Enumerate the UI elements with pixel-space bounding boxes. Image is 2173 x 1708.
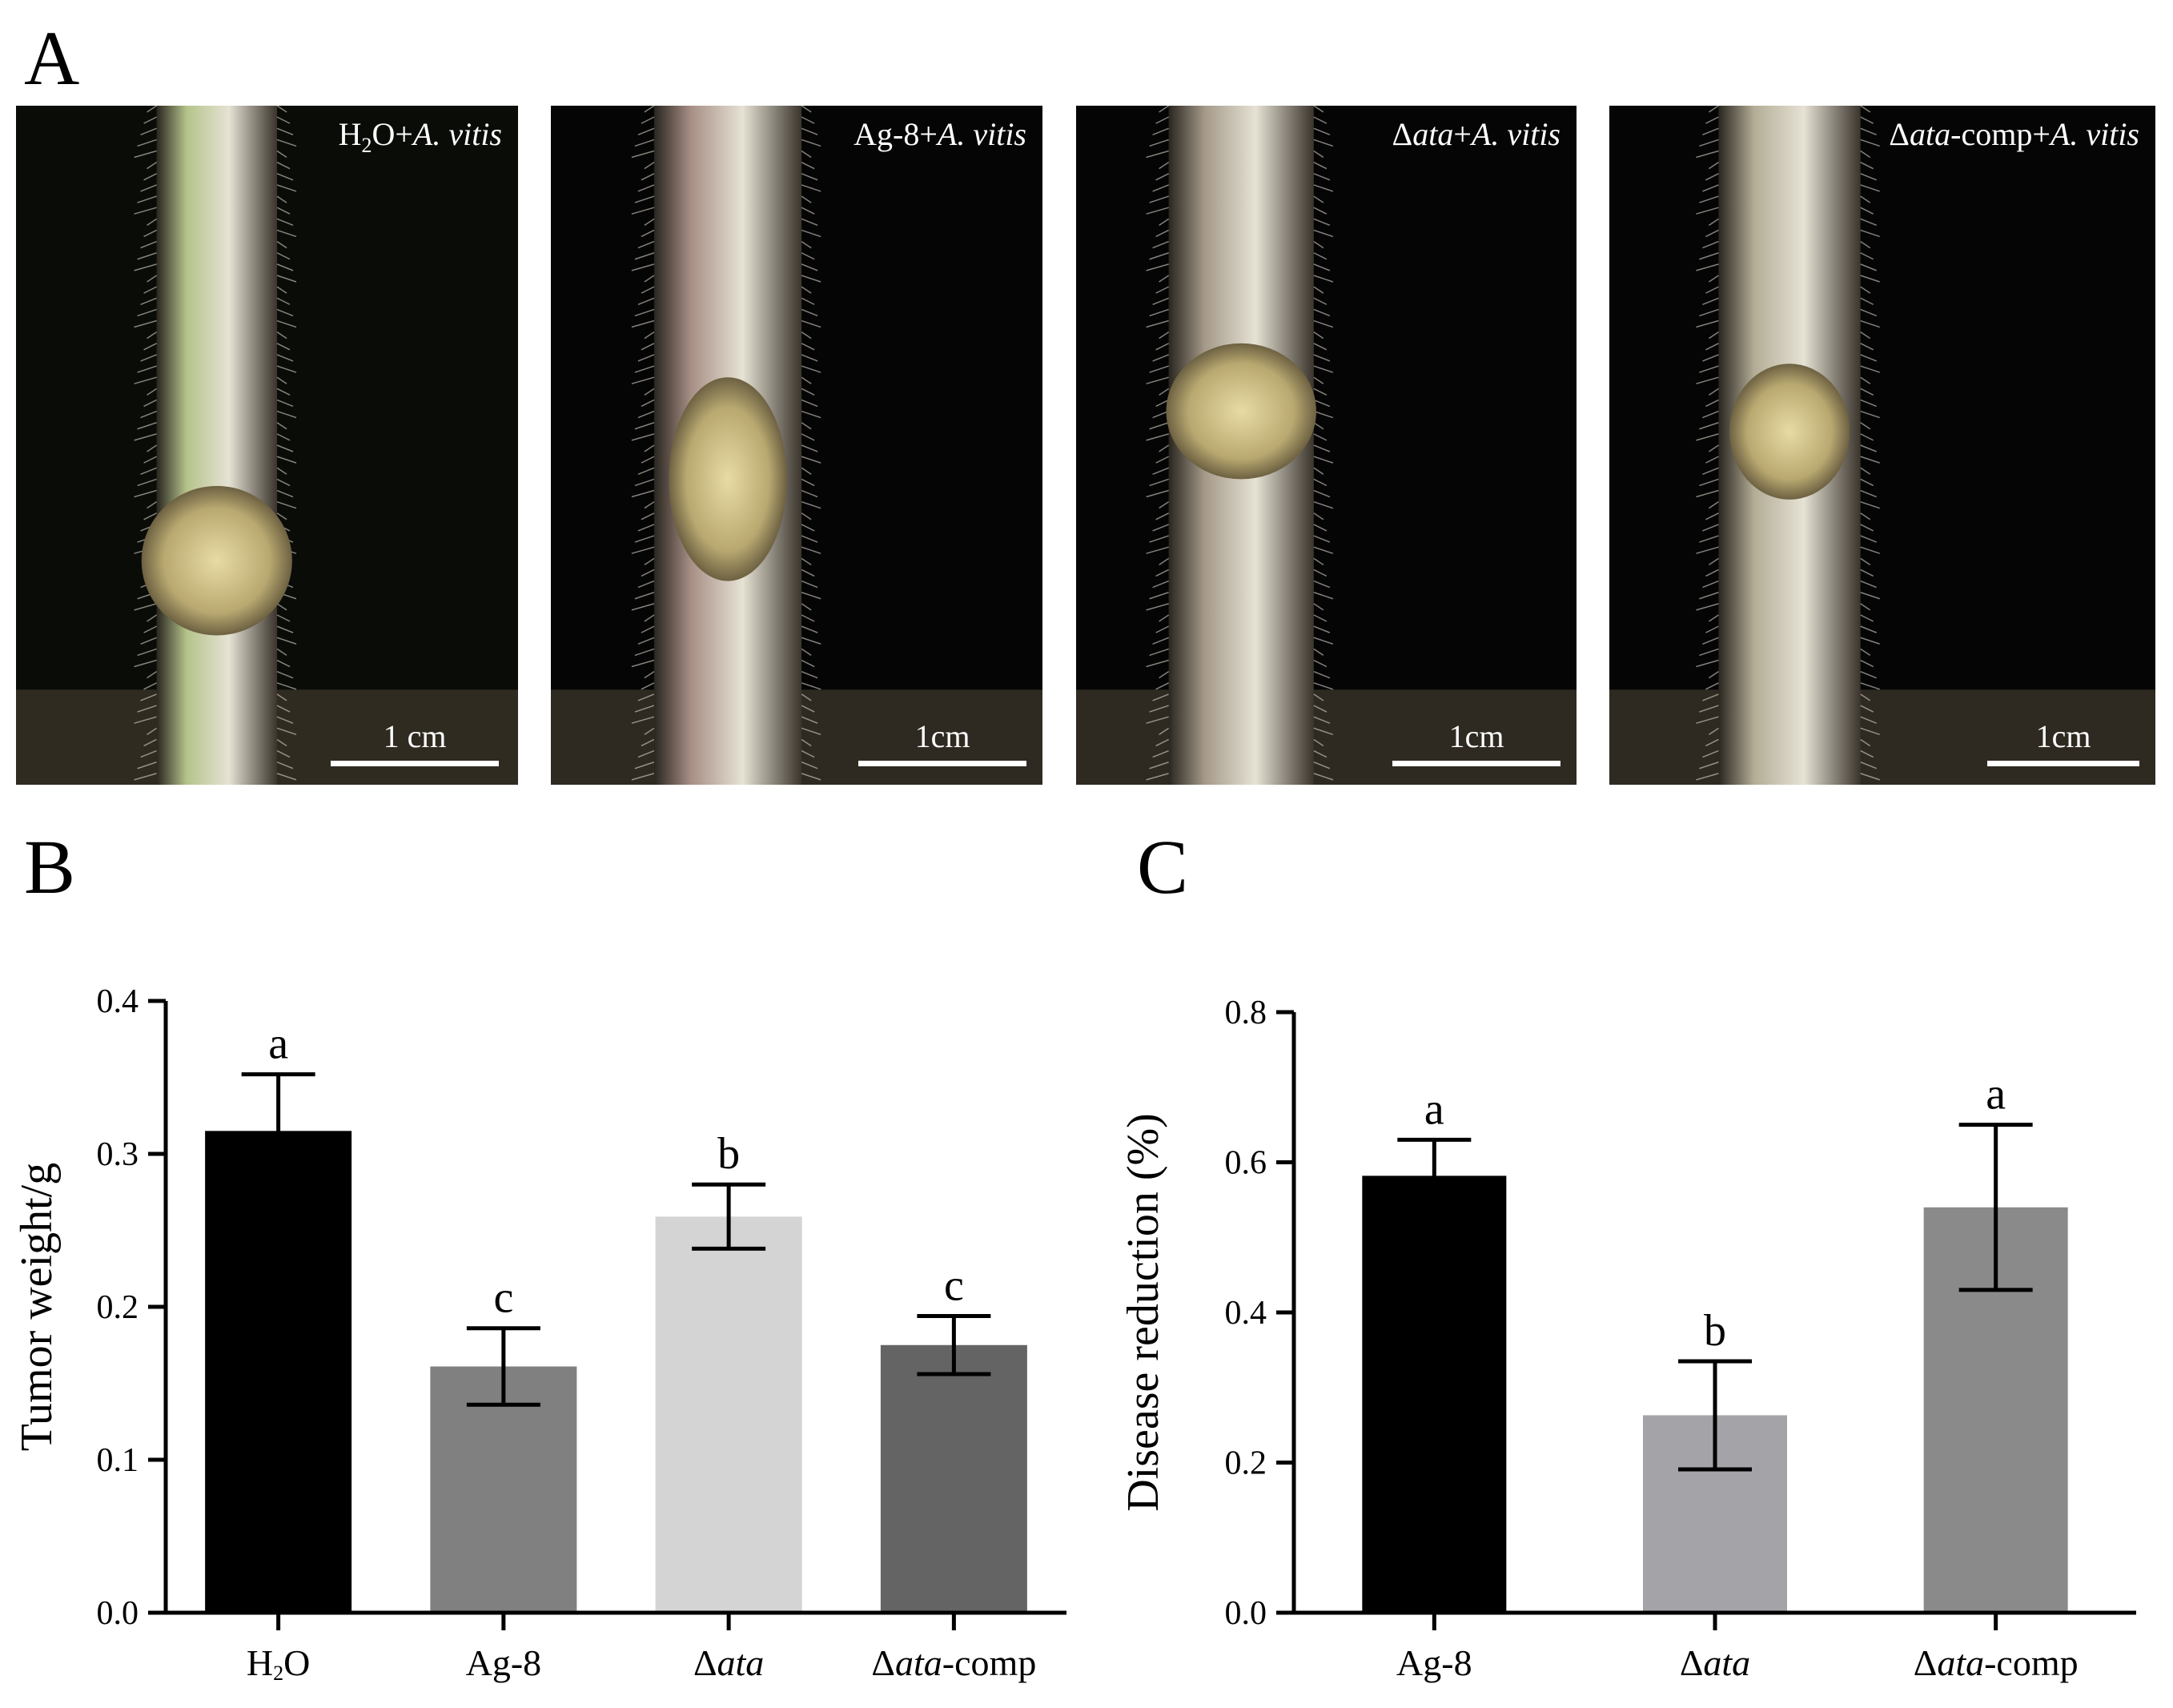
y-axis-label: Tumor weight/g (12, 1163, 62, 1451)
bar-Δata-comp (880, 1344, 1027, 1613)
significance-letter: b (717, 1129, 740, 1179)
bar-Δata (655, 1216, 802, 1613)
stem-illustration (16, 106, 518, 785)
stem-illustration (551, 106, 1042, 785)
scale-bar-label: 1cm (914, 718, 970, 754)
x-tick-label: Δata (693, 1642, 764, 1683)
significance-letter: a (268, 1019, 288, 1069)
bar-Ag-8 (1362, 1176, 1507, 1613)
error-bar-Δata (692, 1182, 766, 1251)
scale-bar-label: 1cm (2035, 718, 2091, 754)
significance-letter: c (944, 1260, 964, 1310)
chart-disease-reduction: a b a 0.0 0.2 0.4 0.6 0.8 Ag-8 Δata Δata-comp Disea… (1089, 945, 2173, 1704)
photo-treatment-label: H2O+A. vitis (338, 116, 502, 157)
photo-ag8: Ag-8+A. vitis 1cm (551, 106, 1042, 785)
panel-letter-b: B (24, 824, 76, 910)
error-bar-Ag-8 (466, 1326, 540, 1407)
significance-letter: c (493, 1273, 513, 1323)
y-tick-label: 0.2 (97, 1289, 139, 1326)
significance-letter: a (1986, 1070, 2006, 1119)
significance-letter: a (1424, 1084, 1444, 1134)
significance-letter: b (1704, 1306, 1726, 1356)
y-tick-label: 0.4 (97, 983, 139, 1020)
photo-h2o: H2O+A. vitis 1 cm (16, 106, 518, 785)
x-tick-label: Δata-comp (871, 1642, 1036, 1683)
scale-bar (331, 761, 499, 766)
photo-delta-ata: Δata+A. vitis 1cm (1076, 106, 1577, 785)
x-tick-label: Δata (1680, 1642, 1750, 1683)
error-bar-Ag-8 (1397, 1137, 1472, 1214)
y-tick-label: 0.1 (97, 1442, 139, 1479)
scale-bar (1987, 761, 2139, 766)
y-tick-label: 0.4 (1225, 1295, 1267, 1332)
y-tick-label: 0.0 (97, 1595, 139, 1632)
y-tick-label: 0.2 (1225, 1445, 1267, 1482)
photo-treatment-label: Δata-comp+A. vitis (1889, 116, 2139, 152)
error-bar-H₂O (241, 1072, 315, 1190)
y-tick-label: 0.8 (1225, 995, 1267, 1031)
bar-H₂O (205, 1131, 352, 1613)
x-tick-label: H2O (247, 1642, 310, 1685)
stem-illustration (1609, 106, 2155, 785)
bar-Ag-8 (430, 1366, 577, 1613)
scale-bar (858, 761, 1026, 766)
chart-tumor-weight: a c b c 0.0 0.1 0.2 0.3 0.4 H2O Ag-8 Δata Δata-comp T… (0, 945, 1081, 1704)
y-axis-label: Disease reduction (%) (1119, 1113, 1168, 1512)
x-tick-label: Ag-8 (1396, 1642, 1472, 1683)
scale-bar (1392, 761, 1560, 766)
panel-letter-a: A (24, 15, 80, 101)
y-tick-label: 0.6 (1225, 1145, 1267, 1182)
x-tick-label: Δata-comp (1914, 1642, 2079, 1683)
panel-letter-c: C (1137, 824, 1189, 910)
stem-illustration (1076, 106, 1577, 785)
x-tick-label: Ag-8 (466, 1642, 542, 1683)
error-bar-Δata-comp (917, 1313, 991, 1376)
photo-treatment-label: Δata+A. vitis (1392, 116, 1560, 152)
error-bar-Δata (1678, 1359, 1752, 1472)
photo-treatment-label: Ag-8+A. vitis (854, 116, 1026, 152)
y-tick-label: 0.3 (97, 1136, 139, 1173)
error-bar-Δata-comp (1958, 1123, 2033, 1292)
y-tick-label: 0.0 (1225, 1595, 1267, 1632)
scale-bar-label: 1 cm (383, 718, 447, 754)
scale-bar-label: 1cm (1448, 718, 1504, 754)
photo-delta-ata-comp: Δata-comp+A. vitis 1cm (1609, 106, 2155, 785)
